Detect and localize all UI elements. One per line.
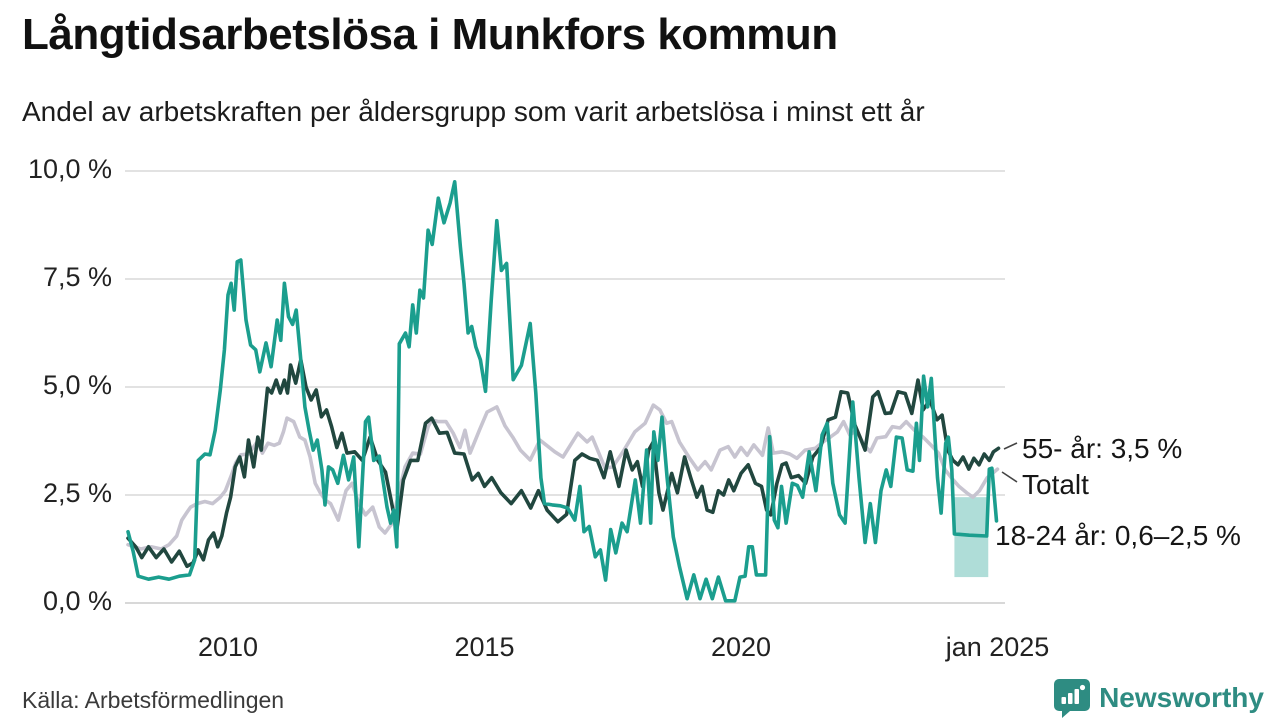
line-55-r: [126, 357, 1001, 569]
y-tick-2-5: 2,5 %: [42, 478, 112, 508]
source-credit: Källa: Arbetsförmedlingen: [22, 687, 285, 713]
x-tick-jan-2025: jan 2025: [945, 632, 1050, 662]
label-connector-0: [1003, 442, 1018, 450]
series-label-55-ar: 55- år: 3,5 %: [1022, 433, 1183, 464]
newsworthy-logo-text: Newsworthy: [1099, 682, 1264, 713]
y-tick-7-5: 7,5 %: [42, 262, 112, 292]
label-connector-1: [1001, 471, 1018, 483]
newsworthy-logo[interactable]: Newsworthy: [1053, 678, 1264, 718]
x-tick-2010: 2010: [197, 632, 259, 662]
x-tick-2020: 2020: [710, 632, 772, 662]
y-tick-5: 5,0 %: [42, 370, 112, 400]
series-label-totalt: Totalt: [1022, 469, 1089, 500]
newsworthy-logo-icon: [1053, 678, 1091, 718]
page-title: Långtidsarbetslösa i Munkfors kommun: [22, 10, 838, 59]
series-label-18-24-ar: 18-24 år: 0,6–2,5 %: [995, 520, 1241, 551]
y-tick-10: 10,0 %: [27, 154, 112, 184]
line-18-24-r: [126, 180, 999, 603]
x-tick-2015: 2015: [454, 632, 515, 662]
y-tick-0: 0,0 %: [42, 586, 112, 616]
chart-subtitle: Andel av arbetskraften per åldersgrupp s…: [22, 96, 925, 127]
